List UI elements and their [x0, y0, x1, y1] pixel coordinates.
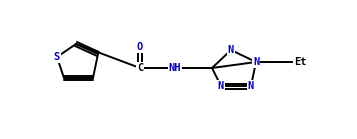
Text: N: N	[228, 45, 234, 55]
Text: S: S	[54, 52, 60, 62]
Text: N: N	[218, 81, 224, 91]
Text: O: O	[137, 42, 143, 52]
Text: N: N	[248, 81, 254, 91]
Text: C: C	[137, 63, 143, 73]
Text: NH: NH	[169, 63, 181, 73]
Text: N: N	[253, 57, 259, 67]
Text: Et: Et	[294, 57, 306, 67]
